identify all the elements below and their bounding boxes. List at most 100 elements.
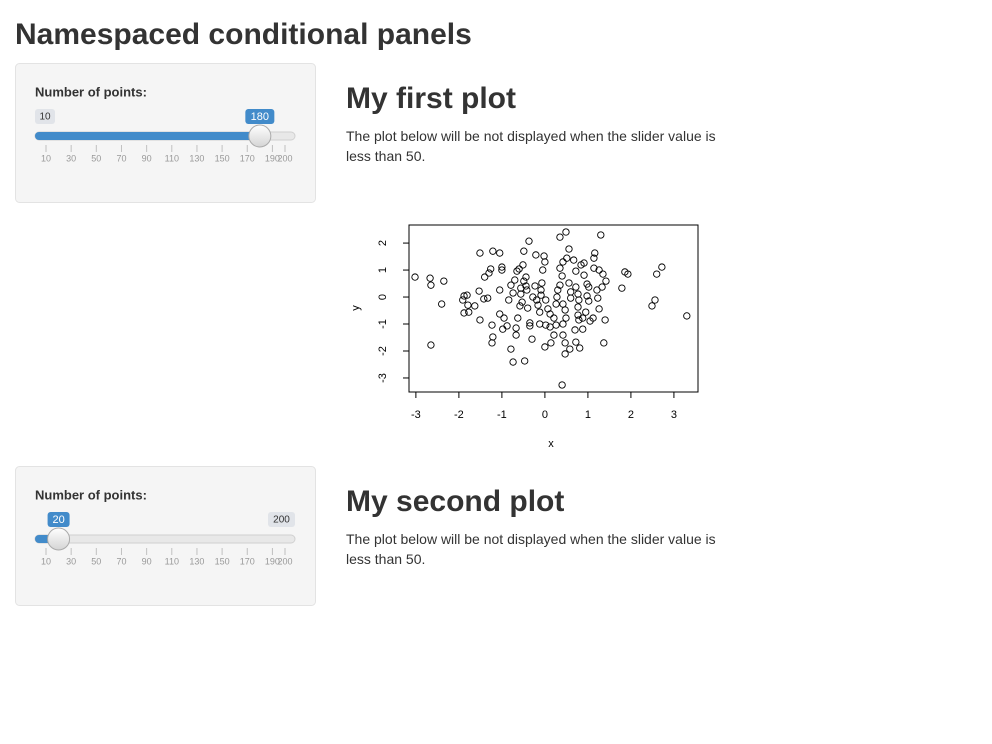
point [572,338,580,346]
y-tick-label: 1 [377,267,389,273]
point [459,296,467,304]
point [538,279,546,287]
point [561,339,569,347]
point [558,272,566,280]
point [590,264,598,272]
y-tick-label: -1 [377,319,389,329]
point [585,297,593,305]
point [471,302,479,310]
slider-bar [35,132,260,140]
page-title: Namespaced conditional panels [15,18,472,51]
point [595,266,603,274]
point [565,245,573,253]
point [567,294,575,302]
point [580,259,588,267]
slider-track [34,534,296,544]
slider-tick-label: 110 [165,556,179,566]
point [561,350,569,358]
x-tick-label: 0 [542,409,548,421]
point [683,312,691,320]
point [489,333,497,341]
point [550,314,558,322]
point [565,279,573,287]
slider-tick-label: 90 [142,153,152,163]
point [427,281,435,289]
point [484,294,492,302]
plot-frame [408,224,699,393]
slider-tick-label: 170 [240,153,255,163]
point [514,314,522,322]
point [532,251,540,259]
point [509,289,517,297]
slider-tick-label: 90 [142,556,152,566]
point [480,295,488,303]
point [576,344,584,352]
point [594,294,602,302]
slider-handle[interactable] [47,527,71,551]
point [481,273,489,281]
point [505,296,513,304]
slider-tick-label: 150 [215,153,230,163]
point [440,277,448,285]
point [537,291,545,299]
slider-tick-label: 50 [91,556,101,566]
point [541,343,549,351]
point [463,291,471,299]
section-heading: My second plot [346,485,565,518]
x-tick-label: -1 [497,409,507,421]
point [522,282,530,290]
point [574,303,582,311]
x-tick-label: -2 [454,409,464,421]
slider-min: 10 [39,112,51,123]
point [556,233,564,241]
point [488,321,496,329]
slider-max: 200 [273,515,290,526]
x-tick-label: 3 [671,409,677,421]
point [589,314,597,322]
point [511,276,519,284]
point [547,339,555,347]
slider-tick-label: 50 [91,153,101,163]
section-text: The plot below will be not displayed whe… [346,128,716,164]
point [496,249,504,257]
slider-label: Number of points: [35,84,147,99]
point [524,304,532,312]
point [571,326,579,334]
point [559,320,567,328]
point [572,267,580,275]
point [562,314,570,322]
slider-tick-label: 170 [240,556,255,566]
slider-handle[interactable] [248,124,272,148]
point [517,290,525,298]
slider-tick-label: 130 [189,556,204,566]
point [518,298,526,306]
point [531,282,539,290]
point [528,335,536,343]
point [574,290,582,298]
slider-tick-label: 200 [277,556,292,566]
point [575,296,583,304]
point [595,305,603,313]
point [599,270,607,278]
slider-value-bubble [245,109,275,124]
point [546,310,554,318]
point [438,300,446,308]
point [572,283,580,291]
point [658,263,666,271]
point [487,265,495,273]
point [618,284,626,292]
slider-value: 180 [251,111,269,123]
slider-tick-label: 30 [66,153,76,163]
point [550,331,558,339]
slider-tick-label: 110 [165,153,179,163]
slider-max-box [268,512,295,527]
point [485,269,493,277]
point [427,341,435,349]
point [512,331,520,339]
point [580,271,588,279]
point [476,316,484,324]
slider-tick-label: 10 [41,556,51,566]
point [537,286,545,294]
